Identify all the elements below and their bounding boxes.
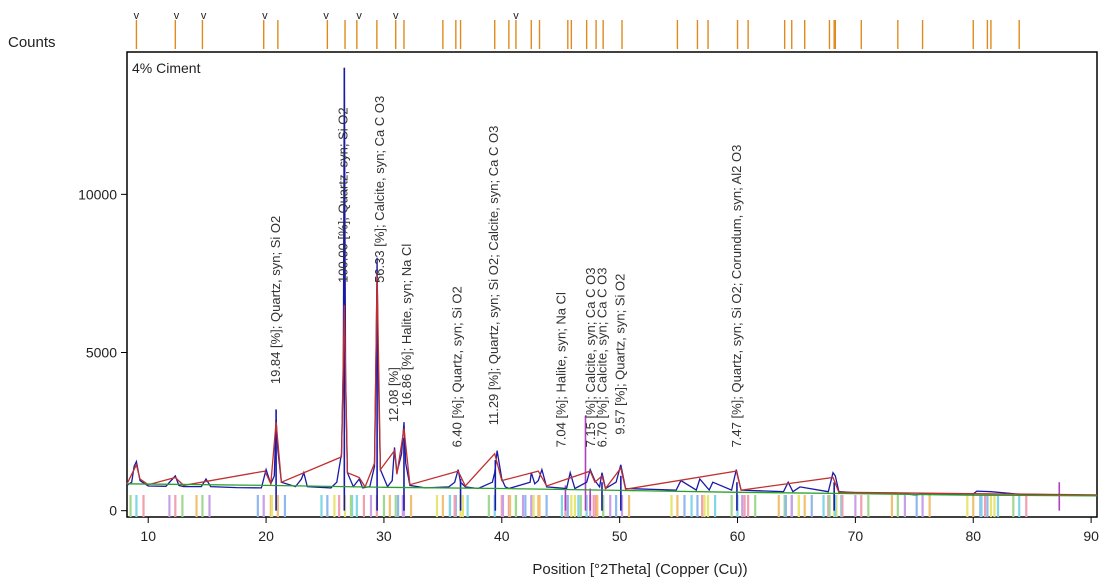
peak-annotation: 11.29 [%]; Quartz, syn; Si O2; Calcite, … — [486, 126, 501, 426]
reference-marker: v — [134, 10, 140, 22]
reference-marker: v — [513, 10, 519, 22]
x-tick-label: 20 — [258, 528, 274, 544]
reference-marker: v — [393, 10, 399, 22]
y-tick-label: 10000 — [78, 186, 117, 202]
x-tick-label: 50 — [612, 528, 628, 544]
sample-label: 4% Ciment — [132, 60, 201, 76]
x-tick-label: 90 — [1083, 528, 1099, 544]
peak-annotation: 12.08 [%] — [386, 367, 401, 422]
peak-annotation: 7.04 [%]; Halite, syn; Na Cl — [553, 292, 568, 447]
y-axis-title: Counts — [8, 34, 56, 51]
x-tick-label: 30 — [376, 528, 392, 544]
peak-annotation: 6.40 [%]; Quartz, syn; Si O2 — [450, 286, 465, 447]
peak-annotation: 19.84 [%]; Quartz, syn; Si O2 — [268, 216, 283, 384]
x-tick-label: 60 — [730, 528, 746, 544]
peak-annotation: 16.86 [%]; Halite, syn; Na Cl — [399, 244, 414, 407]
reference-marker: v — [201, 10, 207, 22]
series-line — [126, 483, 1098, 497]
reference-marker: v — [262, 10, 268, 22]
reference-marker: v — [174, 10, 180, 22]
y-tick-label: 5000 — [86, 345, 117, 361]
series-line — [126, 273, 1098, 496]
peak-annotation: 56.33 [%]; Calcite, syn; Ca C O3 — [372, 96, 387, 283]
series-lines — [126, 67, 1098, 497]
y-tick-label: 0 — [109, 503, 117, 519]
plot-frame — [126, 51, 1098, 518]
peak-annotations: 19.84 [%]; Quartz, syn; Si O2 100.00 [%];… — [268, 96, 744, 448]
x-tick-label: 10 — [140, 528, 156, 544]
reference-marker: v — [323, 10, 329, 22]
axes: 10 20 30 40 50 60 70 80 90 0 5000 10000 — [78, 186, 1099, 544]
peak-annotation: 7.15 [%]; Calcite, syn; Ca C O3 — [583, 268, 598, 448]
peak-annotation: 6.70 [%]; Calcite, syn; Ca C O3 — [595, 268, 610, 448]
reference-marker: v — [356, 10, 362, 22]
peak-annotation: 100.00 [%]; Quartz, syn; Si O2 — [335, 107, 350, 283]
series-line — [126, 67, 1098, 497]
x-tick-label: 80 — [965, 528, 981, 544]
peak-annotation: 7.47 [%]; Quartz, syn; Si O2; Corundum, … — [729, 145, 744, 448]
stick-lines — [129, 67, 1061, 517]
x-tick-label: 40 — [494, 528, 510, 544]
peak-annotation: 9.57 [%]; Quartz, syn; Si O2 — [612, 274, 627, 435]
x-tick-label: 70 — [848, 528, 864, 544]
x-axis-title: Position [°2Theta] (Copper (Cu)) — [532, 561, 747, 578]
